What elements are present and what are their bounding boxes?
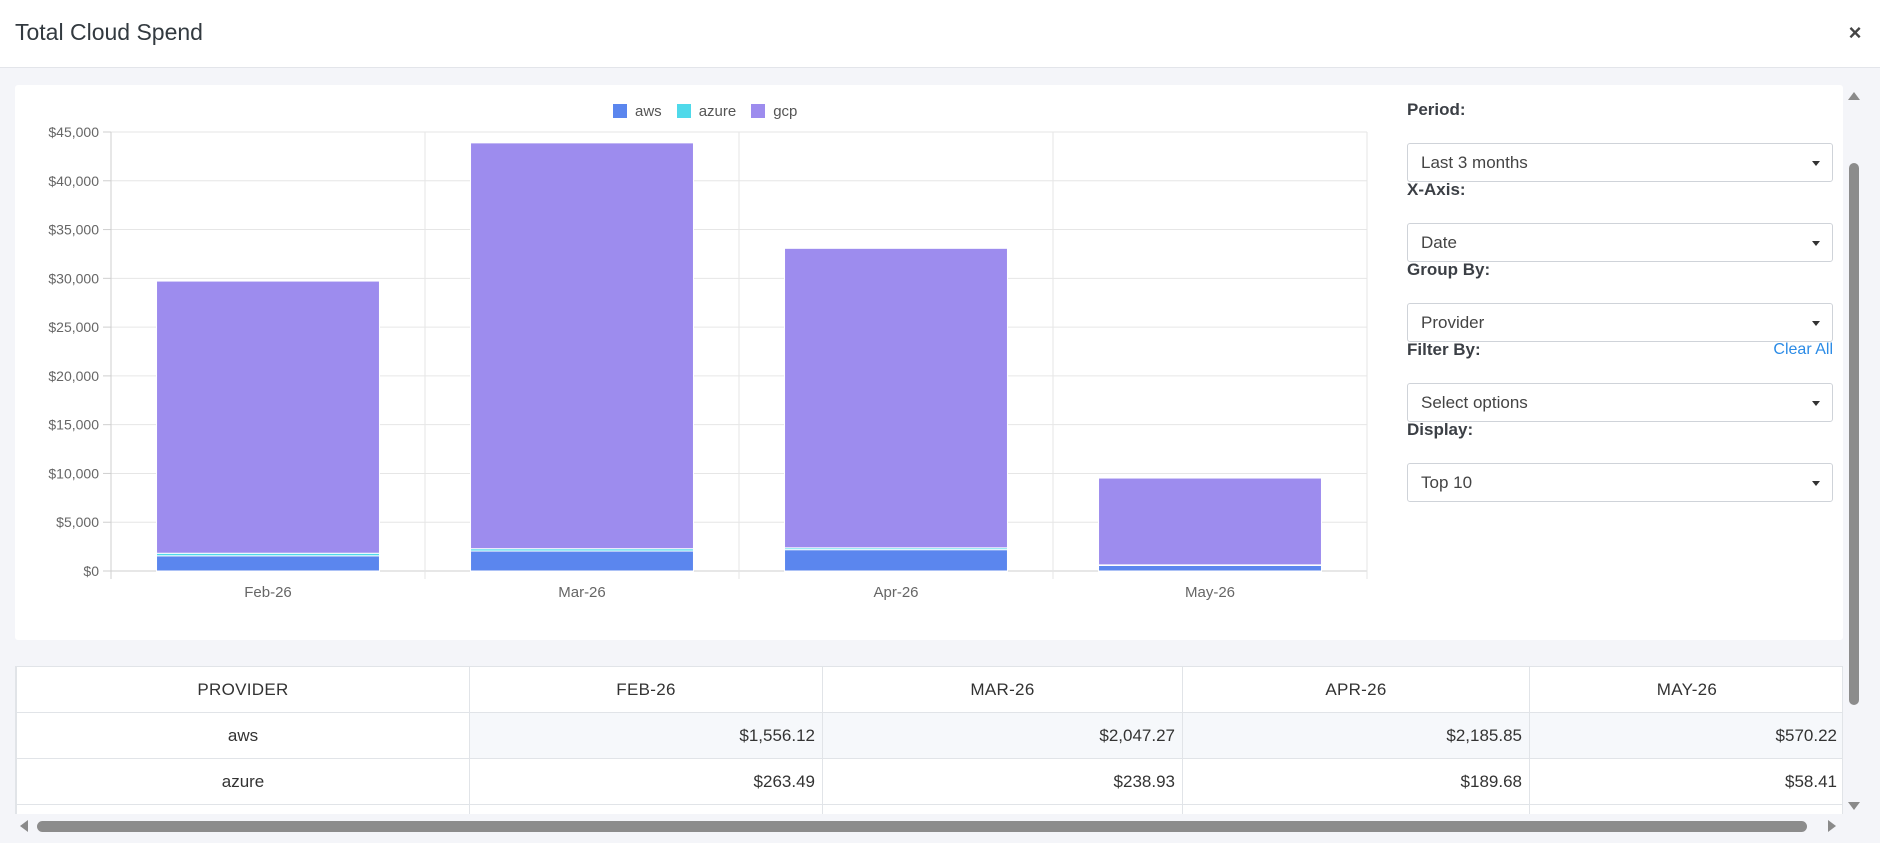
- column-header-may[interactable]: MAY-26: [1529, 666, 1842, 713]
- spend-table-container: PROVIDER FEB-26 MAR-26 APR-26 MAY-26 aws…: [15, 666, 1843, 814]
- column-header-apr[interactable]: APR-26: [1182, 666, 1530, 713]
- value-cell: $1,556.12: [469, 712, 823, 759]
- value-cell: $2,047.27: [822, 712, 1183, 759]
- scroll-down-arrow-icon[interactable]: [1848, 802, 1860, 810]
- spend-table: PROVIDER FEB-26 MAR-26 APR-26 MAY-26 aws…: [16, 666, 1842, 814]
- group-by-select-value: Provider: [1421, 313, 1485, 332]
- group-by-select[interactable]: Provider: [1407, 303, 1833, 342]
- bar-aws-May-26: [1098, 564, 1322, 572]
- period-label: Period:: [1407, 100, 1466, 119]
- legend-swatch: [676, 104, 691, 118]
- legend-label: aws: [635, 102, 662, 120]
- filter-by-select-value: Select options: [1421, 393, 1528, 412]
- legend-swatch: [613, 104, 627, 118]
- column-header-feb[interactable]: FEB-26: [469, 666, 823, 713]
- x-axis-label: X-Axis:: [1407, 180, 1466, 199]
- provider-cell: azure: [16, 758, 470, 805]
- y-tick-label: $25,000: [48, 319, 99, 335]
- y-tick-label: $5,000: [56, 514, 99, 530]
- modal-header: Total Cloud Spend ×: [0, 0, 1880, 68]
- y-tick-label: $30,000: [48, 270, 99, 286]
- y-tick-label: $35,000: [48, 222, 99, 238]
- value-cell: $58.41: [1529, 758, 1842, 805]
- table-header-row: PROVIDER FEB-26 MAR-26 APR-26 MAY-26: [16, 666, 1842, 713]
- value-cell: $2,185.85: [1182, 712, 1530, 759]
- value-cell: [469, 804, 823, 814]
- y-tick-label: $40,000: [48, 173, 99, 189]
- provider-cell: aws: [16, 712, 470, 759]
- vertical-scroll-thumb[interactable]: [1849, 163, 1859, 705]
- x-tick-label: Apr-26: [873, 584, 918, 601]
- y-tick-label: $45,000: [48, 124, 99, 140]
- value-cell: [1182, 804, 1530, 814]
- period-select-value: Last 3 months: [1421, 153, 1528, 172]
- value-cell: [822, 804, 1183, 814]
- chart-legend: aws azure gcp: [613, 101, 812, 121]
- scroll-up-arrow-icon[interactable]: [1848, 92, 1860, 100]
- horizontal-scroll-thumb[interactable]: [37, 821, 1807, 832]
- bar-aws-Feb-26: [156, 555, 380, 572]
- value-cell: $263.49: [469, 758, 823, 805]
- bar-gcp-May-26: [1098, 477, 1322, 566]
- y-tick-label: $15,000: [48, 417, 99, 433]
- filter-by-select[interactable]: Select options: [1407, 383, 1833, 422]
- bar-gcp-Feb-26: [156, 280, 380, 554]
- x-tick-label: Mar-26: [558, 584, 606, 601]
- chart-panel: $0 $5,000 $10,000 $15,000 $20,000 $25,000 $30,…: [15, 85, 1843, 640]
- provider-cell: [16, 804, 470, 814]
- table-row: [16, 804, 1842, 814]
- display-label: Display:: [1407, 420, 1474, 439]
- legend-label: azure: [698, 102, 737, 120]
- scroll-left-arrow-icon[interactable]: [20, 820, 28, 832]
- table-row: azure $263.49 $238.93 $189.68 $58.41: [16, 758, 1842, 805]
- value-cell: $570.22: [1529, 712, 1842, 759]
- period-select[interactable]: Last 3 months: [1407, 143, 1833, 182]
- legend-swatch: [751, 104, 766, 118]
- value-cell: [1529, 804, 1842, 814]
- bar-aws-Apr-26: [784, 549, 1008, 572]
- column-header-provider[interactable]: PROVIDER: [16, 666, 470, 713]
- close-icon[interactable]: ×: [1848, 20, 1862, 45]
- y-tick-label: $0: [83, 563, 99, 579]
- chevron-down-icon: [1812, 401, 1820, 406]
- y-tick-label: $10,000: [48, 465, 99, 481]
- x-axis-select-value: Date: [1421, 233, 1457, 252]
- value-cell: $238.93: [822, 758, 1183, 805]
- bar-gcp-Apr-26: [784, 247, 1008, 549]
- x-tick-label: Feb-26: [244, 584, 292, 601]
- group-by-label: Group By:: [1407, 260, 1491, 279]
- legend-label: gcp: [773, 102, 798, 120]
- x-axis-select[interactable]: Date: [1407, 223, 1833, 262]
- column-header-mar[interactable]: MAR-26: [822, 666, 1183, 713]
- display-select-value: Top 10: [1421, 473, 1473, 492]
- scroll-right-arrow-icon[interactable]: [1828, 820, 1836, 832]
- y-tick-label: $20,000: [48, 368, 99, 384]
- chevron-down-icon: [1812, 161, 1820, 166]
- modal-title: Total Cloud Spend: [15, 19, 203, 45]
- chevron-down-icon: [1812, 241, 1820, 246]
- legend-item-gcp[interactable]: gcp: [751, 103, 797, 120]
- chevron-down-icon: [1812, 481, 1820, 486]
- bar-aws-Mar-26: [470, 550, 694, 572]
- chevron-down-icon: [1812, 321, 1820, 326]
- legend-item-azure[interactable]: azure: [676, 102, 737, 120]
- table-row: aws $1,556.12 $2,047.27 $2,185.85 $570.2…: [16, 712, 1842, 759]
- value-cell: $189.68: [1182, 758, 1530, 805]
- x-tick-label: May-26: [1185, 584, 1235, 601]
- display-select[interactable]: Top 10: [1407, 463, 1833, 502]
- legend-item-aws[interactable]: aws: [613, 103, 662, 120]
- bar-gcp-Mar-26: [470, 142, 694, 550]
- filter-by-label: Filter By:: [1407, 340, 1481, 359]
- clear-all-link[interactable]: Clear All: [1773, 341, 1833, 358]
- stacked-bar-chart: $0 $5,000 $10,000 $15,000 $20,000 $25,000 $30,…: [48, 124, 1368, 601]
